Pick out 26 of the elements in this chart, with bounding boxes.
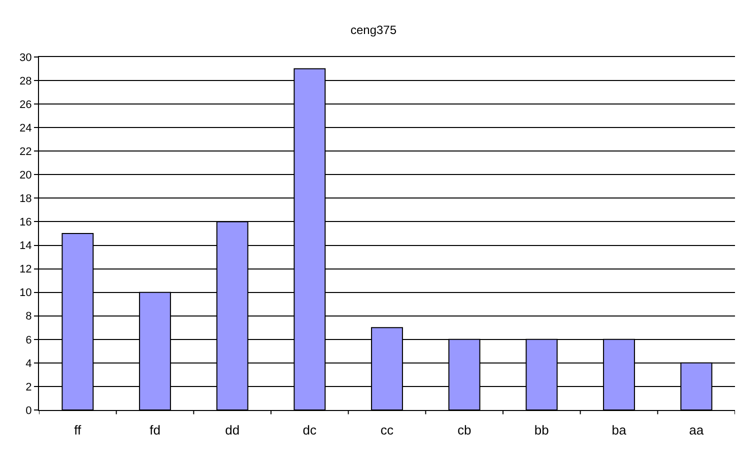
y-tick-label: 14: [20, 240, 32, 252]
y-tick-label: 4: [26, 358, 32, 370]
y-tick-label: 2: [26, 381, 32, 394]
y-tick-label: 6: [26, 334, 32, 346]
y-tick-label: 0: [26, 404, 32, 417]
y-tick-label: 20: [20, 170, 32, 182]
x-tick-label: cc: [380, 422, 394, 438]
y-tick-label: 30: [20, 52, 32, 64]
y-tick-label: 12: [20, 264, 32, 276]
x-tick-label: bb: [534, 422, 549, 438]
y-tick-label: 16: [20, 216, 32, 229]
x-tick-label: cb: [457, 422, 472, 438]
x-tick-label: dd: [225, 422, 240, 438]
y-tick-label: 10: [20, 287, 32, 300]
y-tick-label: 8: [26, 310, 32, 323]
x-tick-label: dc: [302, 422, 318, 438]
y-tick-label: 28: [20, 75, 32, 88]
x-tick-label: fd: [150, 422, 160, 438]
y-tick-label: 18: [20, 193, 32, 206]
x-tick-label: ba: [612, 422, 627, 438]
y-tick-label: 22: [20, 146, 32, 158]
x-tick-label: ff: [74, 422, 82, 438]
chart-title: ceng375: [350, 23, 397, 38]
y-tick-label: 26: [20, 98, 32, 111]
y-tick-label: 24: [20, 122, 32, 134]
x-tick-label: aa: [689, 422, 704, 438]
